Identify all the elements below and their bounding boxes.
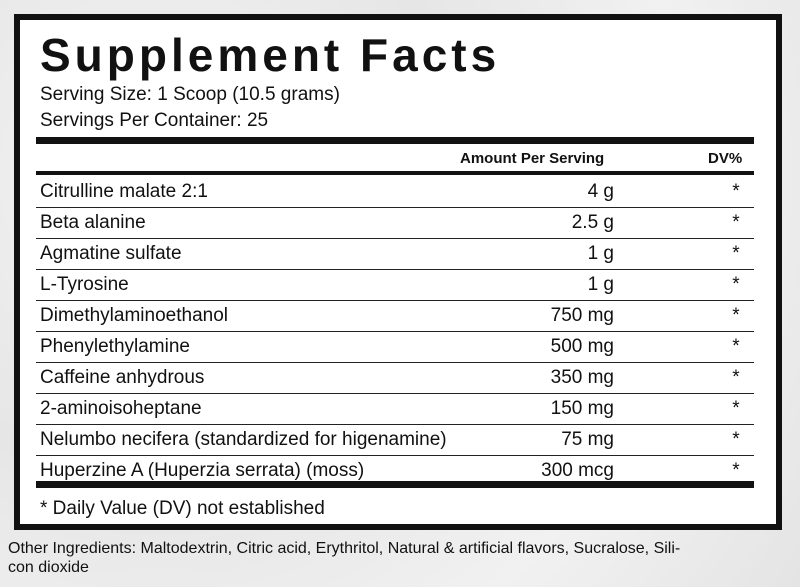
- table-row: Agmatine sulfate 1 g *: [36, 239, 754, 270]
- ingredient-name: Caffeine anhydrous: [40, 367, 205, 388]
- title: Supplement Facts: [40, 29, 501, 81]
- divider: [36, 137, 754, 144]
- daily-value: *: [732, 367, 740, 388]
- table-row: Nelumbo necifera (standardized for higen…: [36, 425, 754, 456]
- footnote: * Daily Value (DV) not established: [40, 498, 325, 519]
- table-row: Citrulline malate 2:1 4 g *: [36, 177, 754, 208]
- amount: 2.5 g: [571, 212, 614, 233]
- daily-value: *: [732, 398, 740, 419]
- amount: 500 mg: [550, 336, 614, 357]
- daily-value: *: [732, 212, 740, 233]
- ingredient-name: Dimethylaminoethanol: [40, 305, 228, 326]
- servings-per-container: Servings Per Container: 25: [40, 110, 269, 131]
- daily-value: *: [732, 336, 740, 357]
- amount: 350 mg: [550, 367, 614, 388]
- serving-size: Serving Size: 1 Scoop (10.5 grams): [40, 84, 340, 105]
- table-row: Phenylethylamine 500 mg *: [36, 332, 754, 363]
- ingredient-name: Nelumbo necifera (standardized for higen…: [40, 429, 447, 450]
- amount: 4 g: [587, 181, 614, 202]
- daily-value: *: [732, 274, 740, 295]
- daily-value: *: [732, 243, 740, 264]
- amount: 75 mg: [561, 429, 614, 450]
- ingredient-name: Agmatine sulfate: [40, 243, 182, 264]
- ingredient-name: Beta alanine: [40, 212, 146, 233]
- ingredient-name: 2-aminoisoheptane: [40, 398, 202, 419]
- other-ingredients: Other Ingredients: Maltodextrin, Citric …: [8, 540, 681, 557]
- divider: [36, 171, 754, 175]
- ingredient-name: Citrulline malate 2:1: [40, 181, 208, 202]
- daily-value: *: [732, 429, 740, 450]
- table-row: Dimethylaminoethanol 750 mg *: [36, 301, 754, 332]
- column-header: Amount Per Serving: [460, 150, 605, 167]
- facts-panel: Supplement Facts Serving Size: 1 Scoop (…: [14, 14, 782, 530]
- table-row: Huperzine A (Huperzia serrata) (moss) 300…: [36, 456, 754, 486]
- other-ingredients: con dioxide: [8, 559, 89, 576]
- table-row: L-Tyrosine 1 g *: [36, 270, 754, 301]
- amount: 1 g: [587, 243, 614, 264]
- column-header: DV%: [708, 150, 743, 167]
- amount: 300 mcg: [541, 460, 614, 481]
- daily-value: *: [732, 460, 740, 481]
- ingredient-name: Huperzine A (Huperzia serrata) (moss): [40, 460, 365, 481]
- table-body: Citrulline malate 2:1 4 g * Beta alanine 2.5…: [36, 177, 754, 486]
- divider: [36, 481, 754, 488]
- ingredient-name: L-Tyrosine: [40, 274, 129, 295]
- ingredient-name: Phenylethylamine: [40, 336, 190, 357]
- table-row: Caffeine anhydrous 350 mg *: [36, 363, 754, 394]
- amount: 1 g: [587, 274, 614, 295]
- table-row: 2-aminoisoheptane 150 mg *: [36, 394, 754, 425]
- daily-value: *: [732, 305, 740, 326]
- table-row: Beta alanine 2.5 g *: [36, 208, 754, 239]
- amount: 150 mg: [550, 398, 614, 419]
- amount: 750 mg: [550, 305, 614, 326]
- daily-value: *: [732, 181, 740, 202]
